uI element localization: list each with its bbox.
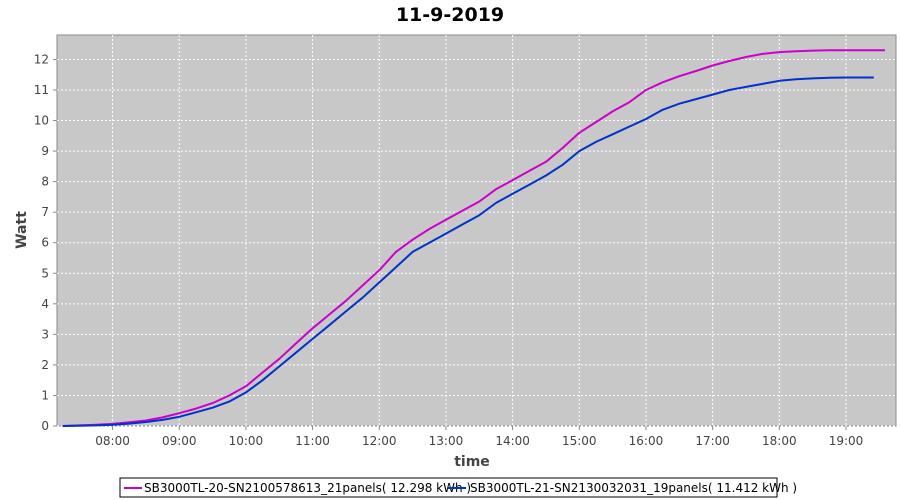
grid	[57, 35, 896, 427]
x-tick-label: 12:00	[362, 434, 397, 448]
y-tick-label: 11	[34, 83, 49, 97]
x-tick-label: 14:00	[495, 434, 530, 448]
x-tick-label: 09:00	[162, 434, 197, 448]
chart-title: 11-9-2019	[396, 4, 504, 26]
series-line-1	[62, 49, 885, 427]
x-tick-label: 15:00	[562, 434, 597, 448]
y-tick-label: 2	[41, 358, 49, 372]
x-tick-label: 17:00	[695, 434, 730, 448]
y-tick-label: 9	[41, 144, 49, 158]
x-tick-label: 11:00	[295, 434, 330, 448]
legend: SB3000TL-20-SN2100578613_21panels( 12.29…	[119, 477, 797, 498]
y-tick-label: 6	[41, 236, 49, 250]
legend-entry-series-2: SB3000TL-21-SN2130032031_19panels( 11.41…	[470, 481, 797, 495]
x-tick-label: 19:00	[829, 434, 864, 448]
x-tick-label: 08:00	[95, 434, 130, 448]
x-tick-label: 18:00	[762, 434, 797, 448]
series-line-2	[62, 76, 874, 427]
y-tick-label: 1	[41, 388, 49, 402]
x-tick-label: 16:00	[629, 434, 664, 448]
y-tick-label: 8	[41, 175, 49, 189]
y-tick-label: 4	[41, 297, 49, 311]
legend-entry-series-1: SB3000TL-20-SN2100578613_21panels( 12.29…	[144, 481, 471, 495]
plot-area	[56, 34, 897, 427]
x-tick-label: 10:00	[229, 434, 264, 448]
y-tick-label: 12	[34, 52, 49, 66]
y-axis-label: Watt	[14, 211, 30, 249]
x-axis-label: time	[454, 454, 490, 470]
y-tick-label: 5	[41, 266, 49, 280]
y-tick-label: 3	[41, 327, 49, 341]
y-tick-label: 10	[34, 114, 49, 128]
x-tick-label: 13:00	[429, 434, 464, 448]
y-tick-label: 0	[41, 419, 49, 433]
series-lines	[62, 49, 885, 427]
y-tick-label: 7	[41, 205, 49, 219]
